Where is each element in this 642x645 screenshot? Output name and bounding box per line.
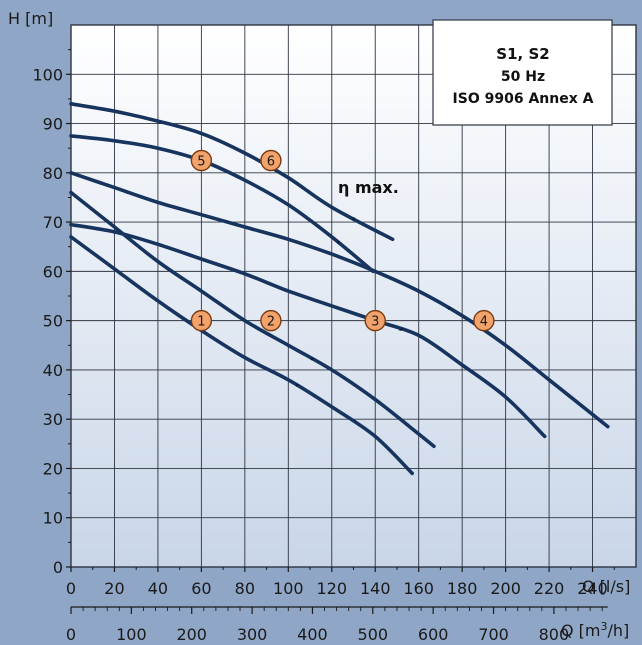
- x-tick-label: 180: [447, 579, 478, 598]
- x-tick-label: 240: [577, 579, 608, 598]
- x-tick-label: 60: [191, 579, 211, 598]
- x2-axis-title: Q [m3/h]: [561, 620, 629, 640]
- curve-label-badge-3: [364, 309, 386, 332]
- y-tick-label: 10: [43, 509, 63, 528]
- curve-label-2: 2: [267, 315, 275, 330]
- x-tick-label: 220: [534, 579, 565, 598]
- x2-tick-label: 100: [116, 625, 147, 644]
- x-tick-label: 140: [360, 579, 391, 598]
- curve-6: [69, 102, 395, 242]
- curve-label-4: 4: [480, 315, 488, 330]
- x-tick-label: 160: [403, 579, 434, 598]
- eta-max-mark: [447, 306, 451, 310]
- curve-2: [69, 190, 436, 449]
- y-tick-label: 20: [43, 459, 63, 478]
- y-tick-label: 50: [43, 312, 63, 331]
- x2-tick-label: 700: [478, 625, 509, 644]
- eta-max-mark: [295, 383, 299, 387]
- curve-label-3: 3: [371, 315, 379, 330]
- y-tick-label: 80: [43, 164, 63, 183]
- curve-labels: 1 2 3 4 5 6: [190, 149, 495, 332]
- x-tick-label: 40: [148, 579, 168, 598]
- curve-label-badge-5: [190, 149, 213, 172]
- x-tick-label: 100: [273, 579, 304, 598]
- curve-label-badge-1: [190, 309, 213, 332]
- y-tick-label: 100: [32, 65, 63, 84]
- x-tick-label: 80: [235, 579, 255, 598]
- legend-line-3: ISO 9906 Annex A: [453, 91, 594, 107]
- y-axis-title: H [m]: [8, 9, 53, 28]
- x2-tick-label: 0: [66, 625, 76, 644]
- curves: [69, 102, 610, 476]
- legend-box: S1, S2 50 Hz ISO 9906 Annex A: [432, 19, 613, 126]
- curve-label-6: 6: [267, 155, 275, 170]
- curve-3: [69, 222, 547, 439]
- eta-max-mark: [336, 240, 340, 245]
- y-tick-label: 70: [43, 213, 63, 232]
- x2-tick-label: 300: [237, 625, 268, 644]
- y-tick-label: 40: [43, 361, 63, 380]
- legend-line-2: 50 Hz: [501, 69, 545, 85]
- x-tick-label: 120: [316, 579, 347, 598]
- curve-label-5: 5: [197, 155, 205, 170]
- curve-label-badge-2: [260, 309, 282, 332]
- curve-label-1: 1: [197, 315, 205, 330]
- x-tick-label: 0: [66, 579, 76, 598]
- curve-label-badge-4: [473, 309, 495, 332]
- curve-1: [69, 235, 414, 476]
- x2-tick-label: 800: [539, 625, 570, 644]
- x2-tick-label: 600: [418, 625, 449, 644]
- eta-max-annotation: η max.: [338, 178, 399, 197]
- y-tick-label: 90: [43, 115, 63, 134]
- curve-5: [69, 134, 375, 274]
- legend-line-1: S1, S2: [496, 45, 549, 63]
- x2-tick-label: 500: [358, 625, 389, 644]
- y-tick-label: 30: [43, 410, 63, 429]
- y-tick-label: 60: [43, 262, 63, 281]
- eta-max-mark: [310, 357, 314, 361]
- x-tick-label: 200: [490, 579, 521, 598]
- x-tick-label: 20: [104, 579, 124, 598]
- x-axis-title: Q [l/s]: [582, 577, 630, 596]
- eta-max-mark: [351, 217, 356, 221]
- x2-tick-label: 200: [176, 625, 207, 644]
- curve-label-badge-6: [260, 149, 282, 172]
- curve-4: [69, 171, 610, 429]
- x2-tick-label: 400: [297, 625, 328, 644]
- y-tick-label: 0: [53, 558, 63, 577]
- eta-max-mark: [399, 328, 404, 331]
